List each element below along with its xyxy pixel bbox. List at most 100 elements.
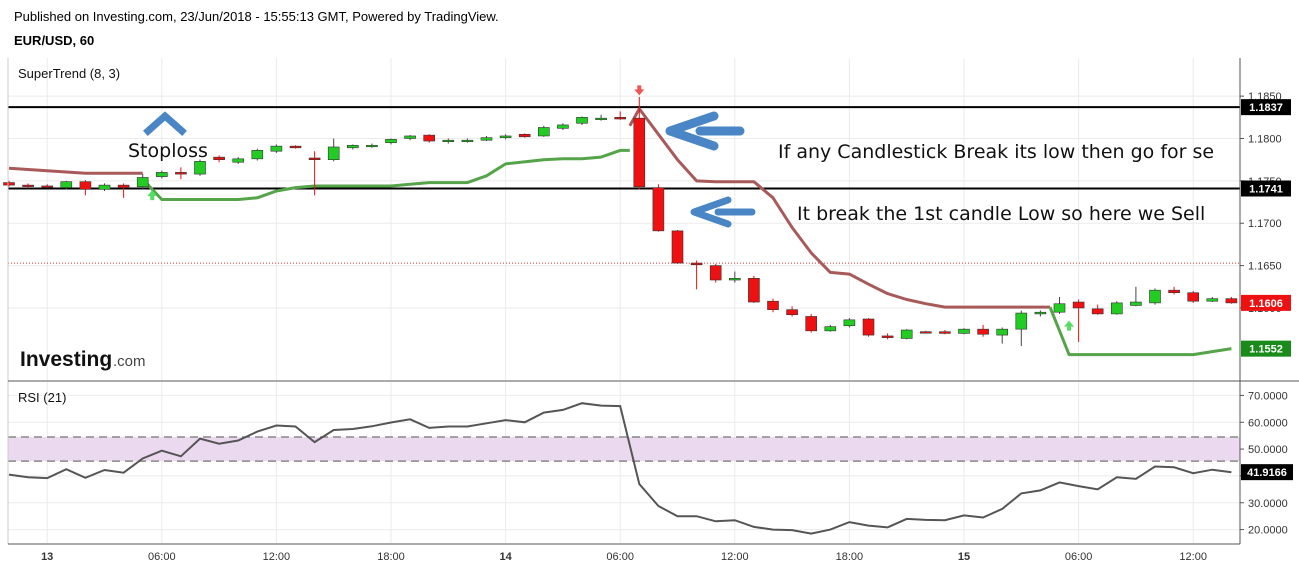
candle-body	[41, 185, 54, 188]
candle-body	[366, 144, 378, 148]
candle-body	[1091, 308, 1104, 315]
candle-body	[767, 300, 779, 310]
rsi-last-label-box	[1241, 464, 1293, 481]
candle-body	[1053, 303, 1066, 313]
candle-body	[595, 117, 607, 120]
logo-suffix: .com	[113, 353, 146, 370]
price-label-box	[1241, 340, 1291, 357]
candle-body	[136, 177, 149, 188]
candle-body	[633, 117, 646, 188]
candle-body	[824, 326, 837, 332]
candle-body	[690, 262, 703, 266]
candles-layer	[3, 96, 1238, 347]
stoploss-label: Stoploss	[128, 140, 208, 162]
rsi-layer	[8, 402, 1232, 535]
x-tick-label: 06:00	[148, 551, 176, 563]
supertrend-down-line	[628, 107, 1050, 309]
rsi-tick-label: 20.0000	[1248, 525, 1288, 537]
candle-body	[346, 144, 359, 149]
annotations: Stoploss If any Candlestick Break its lo…	[128, 111, 1214, 228]
annotation-text-1: If any Candlestick Break its low then go…	[778, 141, 1214, 163]
rsi-last-label-text: 41.9166	[1247, 467, 1287, 479]
supertrend-down-line	[8, 166, 143, 175]
candle-body	[79, 181, 92, 190]
x-tick-label: 18:00	[377, 551, 405, 563]
candle-body	[3, 182, 15, 186]
candle-body	[1168, 289, 1180, 294]
left-arrow-icon-1	[665, 111, 745, 151]
x-tick-label: 06:00	[606, 551, 634, 563]
candle-body	[1225, 298, 1238, 304]
candle-body	[862, 318, 875, 336]
candle-body	[1015, 312, 1028, 330]
x-tick-label: 12:00	[1179, 551, 1207, 563]
candle-body	[786, 309, 798, 316]
annotation-text-2: It break the 1st candle Low so here we S…	[797, 203, 1205, 225]
rsi-band-layer	[8, 436, 1240, 462]
candle-body	[958, 328, 970, 334]
y-tick-label: 1.1800	[1248, 134, 1282, 146]
price-label-text: 1.1552	[1249, 344, 1283, 356]
candle-body	[308, 157, 321, 160]
candle-body	[805, 316, 818, 332]
candle-body	[996, 328, 1009, 336]
price-label-box	[1241, 294, 1291, 311]
y-tick-label: 1.1650	[1248, 261, 1282, 273]
price-label-text: 1.1606	[1249, 298, 1283, 310]
candle-body	[251, 150, 264, 160]
symbol-title: EUR/USD, 60	[14, 33, 95, 48]
candle-body	[1130, 301, 1142, 306]
candle-body	[194, 161, 206, 175]
candle-body	[22, 184, 34, 187]
candle-body	[671, 230, 684, 264]
candle-body	[117, 184, 130, 188]
x-tick-label: 12:00	[263, 551, 291, 563]
published-header: Published on Investing.com, 23/Jun/2018 …	[14, 9, 499, 24]
candle-body	[939, 331, 951, 334]
signal-arrow-up-icon	[1064, 320, 1075, 331]
price-label-text: 1.1741	[1249, 183, 1283, 195]
rsi-line	[8, 402, 1232, 535]
candle-body	[499, 135, 512, 138]
candle-body	[652, 187, 665, 232]
candle-body	[518, 133, 531, 138]
candle-body	[423, 134, 436, 142]
candle-body	[1034, 311, 1047, 315]
signal-arrow-down-icon	[634, 85, 645, 96]
rsi-tick-label: 30.0000	[1248, 498, 1288, 510]
candle-body	[98, 184, 111, 190]
candle-body	[156, 172, 168, 177]
candle-body	[1111, 302, 1123, 315]
candle-body	[1072, 301, 1085, 309]
candle-body	[404, 135, 416, 139]
price-label-text: 1.1837	[1249, 102, 1283, 114]
candle-body	[327, 146, 340, 160]
x-tick-label: 12:00	[721, 551, 749, 563]
supertrend-up-line	[141, 148, 630, 201]
logo-brand: Investing	[20, 348, 112, 371]
candle-body	[232, 158, 244, 163]
candle-body	[709, 265, 722, 281]
left-arrow-icon-2	[690, 196, 756, 228]
candle-body	[900, 329, 913, 339]
candle-body	[537, 127, 550, 137]
x-tick-label: 14	[499, 551, 512, 563]
signals-layer	[147, 85, 1075, 331]
candle-body	[270, 145, 283, 152]
rsi-tick-label: 70.0000	[1248, 390, 1288, 402]
rsi-band	[8, 437, 1240, 462]
candle-body	[748, 278, 760, 303]
signal-arrow-up-icon	[147, 190, 158, 201]
x-tick-label: 06:00	[1065, 551, 1093, 563]
candle-body	[1206, 298, 1219, 302]
rsi-tick-label: 60.0000	[1248, 417, 1288, 429]
supertrend-up-line	[1048, 306, 1232, 357]
candle-body	[175, 172, 187, 175]
candle-body	[576, 117, 588, 124]
rsi-pane-title: RSI (21)	[18, 390, 66, 405]
investing-logo: Investing .com	[20, 348, 146, 371]
candle-body	[385, 139, 397, 144]
candle-body	[442, 139, 455, 142]
x-tick-label: 18:00	[836, 551, 864, 563]
